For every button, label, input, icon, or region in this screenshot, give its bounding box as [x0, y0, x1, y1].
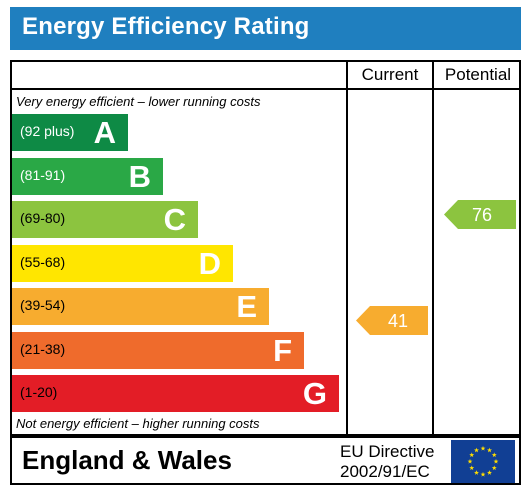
- band-letter: F: [273, 332, 292, 368]
- band-letter: C: [163, 202, 186, 237]
- band-d: (55-68) D: [12, 244, 233, 282]
- band-letter: A: [93, 115, 116, 150]
- current-rating-value: 41: [388, 311, 409, 331]
- current-arrow-shape: [356, 306, 428, 335]
- band-c: (69-80) C: [12, 201, 198, 238]
- potential-arrow-shape: [444, 200, 516, 229]
- eu-star: [493, 458, 499, 464]
- band-range: (55-68): [20, 253, 66, 270]
- directive-line-1: EU Directive: [340, 442, 435, 461]
- eu-star: [487, 470, 492, 475]
- band-f: (21-38) F: [12, 331, 304, 369]
- band-letter: E: [236, 289, 257, 324]
- footer: [10, 436, 521, 485]
- note-inefficient: Not energy efficient – higher running co…: [16, 416, 260, 431]
- current-rating-arrow: 41: [356, 306, 428, 335]
- band-range: (69-80): [20, 210, 66, 226]
- eu-flag-icon: [451, 440, 515, 483]
- band-b: (81-91) B: [12, 157, 163, 195]
- eu-star: [491, 465, 497, 471]
- band-letter: B: [128, 158, 151, 194]
- column-divider-current: [346, 60, 348, 436]
- eu-star: [474, 470, 479, 475]
- band-range: (92 plus): [20, 123, 75, 139]
- band-range: (1-20): [20, 384, 58, 400]
- potential-column-header: Potential: [444, 65, 512, 84]
- band-a: (92 plus) A: [12, 114, 128, 151]
- eu-star: [480, 445, 486, 451]
- band-range: (21-38): [20, 340, 66, 357]
- band-letter: D: [198, 245, 221, 281]
- eu-star: [474, 447, 479, 453]
- page-title: Energy Efficiency Rating: [22, 13, 310, 40]
- column-divider-potential: [432, 60, 434, 436]
- band-g: (1-20) G: [12, 375, 339, 412]
- eu-star: [467, 458, 473, 464]
- note-efficient: Very energy efficient – lower running co…: [16, 94, 261, 109]
- directive-line-2: 2002/91/EC: [340, 462, 430, 481]
- band-range: (81-91): [20, 166, 66, 183]
- header-divider: [10, 88, 521, 90]
- eu-star: [480, 471, 486, 477]
- current-column-header: Current: [361, 65, 419, 84]
- eu-star: [469, 465, 475, 471]
- footer-divider: [10, 434, 521, 436]
- title-bar: Energy Efficiency Rating: [10, 7, 521, 50]
- band-range: (39-54): [20, 297, 66, 313]
- eu-star: [487, 447, 492, 453]
- eu-star: [469, 452, 475, 458]
- potential-rating-value: 76: [472, 205, 493, 225]
- eu-star: [491, 452, 497, 458]
- potential-rating-arrow: 76: [444, 200, 516, 229]
- band-e: (39-54) E: [12, 288, 269, 325]
- eu-flag-stars: [467, 445, 499, 477]
- rating-table: [10, 60, 521, 438]
- band-letter: G: [302, 376, 327, 411]
- country-label: England & Wales: [22, 445, 232, 475]
